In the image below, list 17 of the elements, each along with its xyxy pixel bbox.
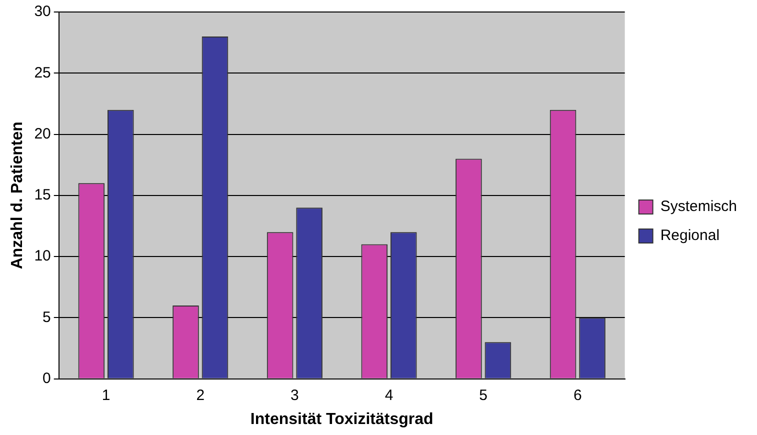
x-tick-label: 5 — [479, 386, 488, 404]
x-tick-label: 2 — [196, 386, 205, 404]
legend-label: Regional — [660, 227, 720, 244]
y-tick-label: 0 — [42, 370, 51, 387]
y-tick-label: 25 — [34, 64, 51, 82]
y-tick-label: 5 — [42, 308, 51, 326]
y-tick-label: 20 — [34, 125, 51, 142]
y-axis-title: Anzahl d. Patienten — [9, 122, 26, 270]
y-tick-label: 10 — [34, 248, 51, 265]
x-tick-label: 6 — [573, 386, 582, 404]
legend-label: Systemisch — [660, 198, 738, 216]
x-tick-label: 1 — [102, 386, 110, 404]
x-tick-label: 4 — [384, 386, 394, 404]
y-tick-label: 30 — [34, 3, 51, 20]
y-tick-label: 15 — [34, 186, 51, 204]
x-axis-title: Intensität Toxizitätsgrad — [250, 410, 434, 428]
x-tick-label: 3 — [290, 386, 299, 404]
